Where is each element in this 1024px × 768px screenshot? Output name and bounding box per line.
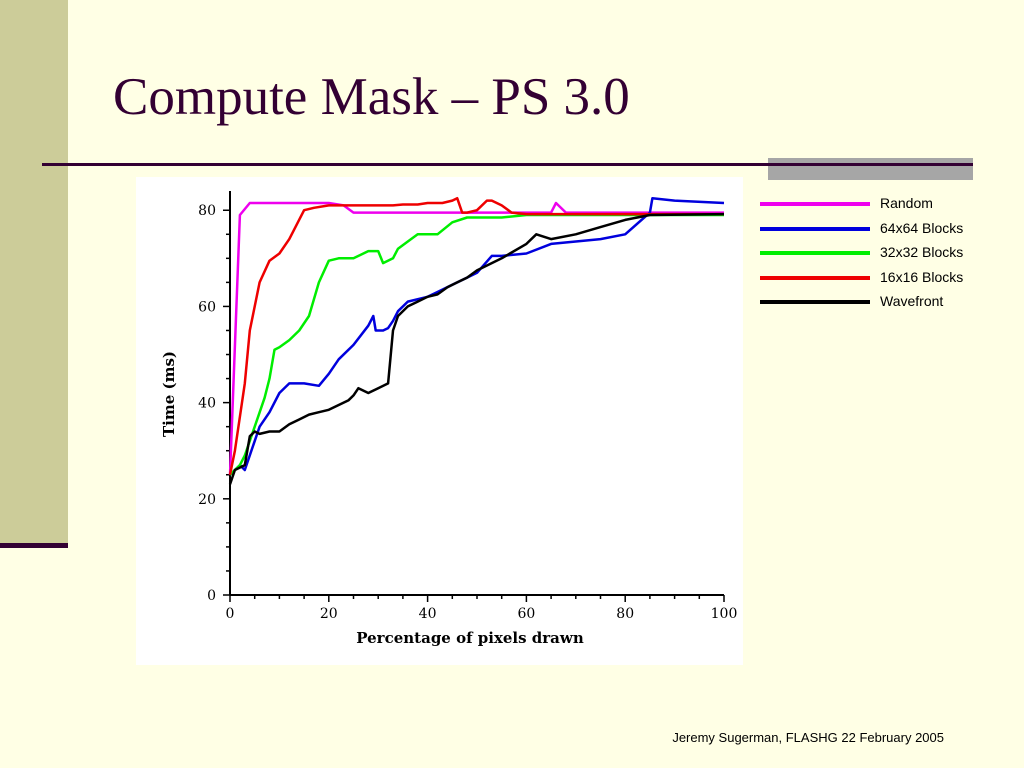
slide-footer: Jeremy Sugerman, FLASHG 22 February 2005 — [672, 730, 944, 745]
x-tick-label: 60 — [517, 606, 535, 622]
legend-swatch — [760, 300, 870, 304]
x-axis-label: Percentage of pixels drawn — [356, 629, 584, 647]
y-tick-label: 60 — [198, 299, 216, 315]
legend-swatch — [760, 226, 870, 231]
x-tick-label: 40 — [419, 606, 437, 622]
series-line-random — [228, 201, 724, 475]
legend-label: 64x64 Blocks — [880, 219, 964, 236]
legend-item-wavefront: Wavefront — [760, 291, 1000, 316]
legend-label: Wavefront — [880, 293, 944, 309]
slide-title: Compute Mask – PS 3.0 — [113, 68, 630, 126]
legend-item-32x32-blocks: 32x32 Blocks — [760, 242, 1000, 267]
title-rule — [42, 163, 772, 166]
legend-item-64x64-blocks: 64x64 Blocks — [760, 218, 1000, 243]
x-tick-label: 80 — [616, 606, 634, 622]
series-line-64x64-blocks — [229, 196, 725, 476]
chart-legend: Random 64x64 Blocks 32x32 Blocks 16x16 Bloc… — [760, 193, 1000, 316]
legend-item-16x16-blocks: 16x16 Blocks — [760, 267, 1000, 292]
legend-label: Random — [880, 195, 933, 211]
chart-axes — [229, 191, 724, 596]
legend-swatch — [760, 251, 870, 255]
y-axis-label: Time (ms) — [160, 351, 178, 437]
series-line-wavefront — [228, 212, 725, 485]
chart-ticks: 0 20 40 60 80 100 0 20 40 60 80 — [198, 203, 737, 622]
side-bar-rule — [0, 543, 68, 548]
legend-swatch — [760, 275, 870, 280]
chart-panel: 0 20 40 60 80 100 0 20 40 60 80 Percentage of pixe… — [136, 177, 743, 665]
decorative-side-bar — [0, 0, 68, 546]
line-chart: 0 20 40 60 80 100 0 20 40 60 80 Percentage of pixe… — [160, 191, 737, 647]
chart-series-group — [228, 196, 725, 485]
y-tick-label: 20 — [198, 492, 216, 508]
legend-label: 16x16 Blocks — [880, 268, 964, 285]
legend-label: 32x32 Blocks — [880, 244, 964, 260]
title-rule-accent — [768, 158, 973, 180]
y-tick-label: 80 — [198, 203, 216, 219]
title-rule-accent-line — [768, 163, 973, 166]
x-tick-label: 20 — [320, 606, 338, 622]
series-line-32x32-blocks — [229, 213, 724, 476]
series-line-16x16-blocks — [228, 196, 724, 476]
x-tick-label: 100 — [711, 606, 738, 622]
legend-item-random: Random — [760, 193, 1000, 218]
legend-swatch — [760, 202, 870, 206]
y-tick-label: 0 — [207, 588, 216, 604]
x-tick-label: 0 — [226, 606, 235, 622]
y-tick-label: 40 — [198, 396, 216, 412]
